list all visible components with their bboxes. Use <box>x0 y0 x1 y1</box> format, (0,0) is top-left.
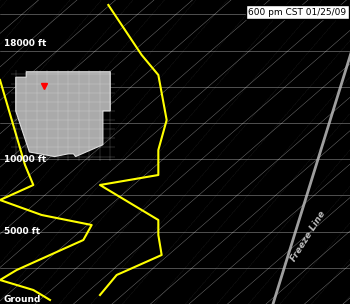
Polygon shape <box>16 72 110 157</box>
Text: Freeze Line: Freeze Line <box>288 209 327 263</box>
Text: 18000 ft: 18000 ft <box>4 39 46 48</box>
Text: 10000 ft: 10000 ft <box>4 155 46 164</box>
Text: 600 pm CST 01/25/09: 600 pm CST 01/25/09 <box>248 8 346 17</box>
Text: Ground: Ground <box>4 295 41 304</box>
Text: 5000 ft: 5000 ft <box>4 227 40 236</box>
